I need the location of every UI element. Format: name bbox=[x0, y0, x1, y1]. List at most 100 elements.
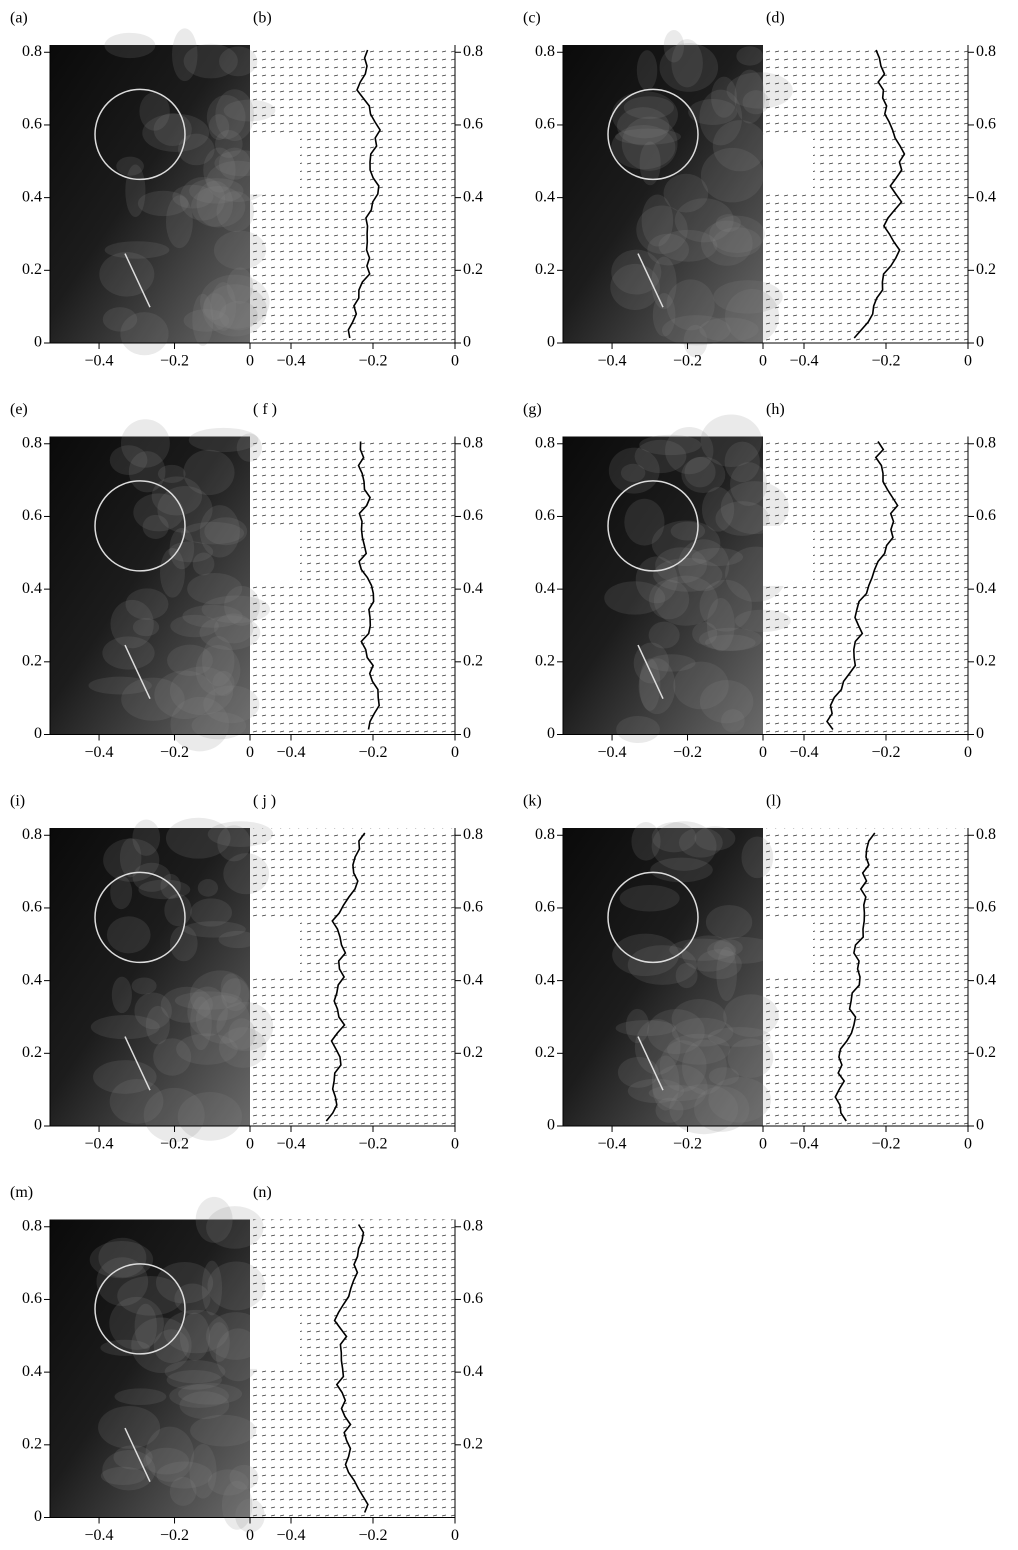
dye-patch bbox=[712, 227, 762, 258]
dye-patch bbox=[667, 1033, 731, 1065]
marker-circle bbox=[94, 871, 186, 964]
dye-patch bbox=[708, 1077, 772, 1123]
dye-patch bbox=[665, 426, 714, 475]
dye-patch bbox=[736, 46, 764, 66]
dye-patch bbox=[188, 427, 259, 453]
dye-patch bbox=[203, 293, 227, 321]
dye-patch bbox=[153, 1038, 192, 1076]
dye-patch bbox=[103, 838, 160, 882]
dye-patch bbox=[131, 977, 157, 995]
blank-area bbox=[763, 917, 813, 978]
x-tick-label: 0 bbox=[246, 744, 254, 761]
dye-patch bbox=[663, 29, 685, 63]
x-tick-label: −0.4 bbox=[789, 744, 818, 761]
x-tick-label: 0 bbox=[964, 353, 972, 370]
marker-circle bbox=[607, 480, 699, 572]
dye-patch bbox=[195, 645, 241, 696]
dye-patch bbox=[612, 933, 679, 977]
dye-patch bbox=[711, 76, 737, 118]
contour bbox=[853, 49, 906, 339]
y-tick-label: 0.4 bbox=[976, 188, 996, 205]
x-tick-label: −0.4 bbox=[85, 353, 114, 370]
panel-label: ( j ) bbox=[253, 793, 276, 810]
y-tick-label: 0.6 bbox=[22, 899, 42, 916]
dye-patch bbox=[226, 267, 253, 304]
y-tick-label: 0.6 bbox=[463, 899, 483, 916]
y-tick-label: 0.8 bbox=[976, 43, 996, 60]
dye-patch bbox=[625, 1008, 650, 1044]
y-tick-label: 0.4 bbox=[463, 580, 483, 597]
panel-label: (l) bbox=[766, 793, 781, 810]
x-tick-label: −0.2 bbox=[160, 1527, 189, 1544]
x-tick-label: 0 bbox=[451, 744, 459, 761]
y-tick-label: 0.4 bbox=[463, 1363, 483, 1380]
y-tick-label: 0.2 bbox=[22, 261, 42, 278]
dye-patch bbox=[201, 636, 235, 687]
contour bbox=[826, 441, 899, 730]
marker-circle bbox=[607, 871, 699, 964]
blank-area bbox=[250, 1308, 300, 1369]
dye-patch bbox=[688, 98, 738, 126]
marker-arrow bbox=[637, 253, 664, 308]
dye-patch bbox=[104, 241, 170, 259]
dye-patch bbox=[691, 547, 744, 567]
dye-patch bbox=[104, 32, 156, 59]
dye-patch bbox=[170, 696, 230, 752]
y-tick-label: 0.8 bbox=[463, 43, 483, 60]
dye-patch bbox=[166, 1369, 222, 1390]
dye-patch bbox=[179, 177, 226, 221]
y-tick-label: 0.8 bbox=[976, 434, 996, 451]
dye-patch bbox=[681, 1039, 727, 1095]
y-tick-label: 0 bbox=[34, 1117, 42, 1134]
dye-patch bbox=[652, 293, 676, 337]
contour bbox=[333, 1224, 369, 1513]
dye-patch bbox=[636, 50, 658, 91]
dye-patch bbox=[157, 486, 213, 533]
dye-patch bbox=[666, 279, 715, 331]
photo bbox=[563, 828, 763, 1126]
dye-patch bbox=[169, 527, 195, 570]
panel-label: (n) bbox=[253, 1184, 272, 1201]
photo bbox=[563, 45, 763, 343]
dye-patch bbox=[699, 680, 754, 724]
dye-patch bbox=[169, 666, 234, 716]
dye-patch bbox=[191, 711, 247, 740]
dye-patch bbox=[619, 884, 680, 912]
dye-patch bbox=[134, 1303, 157, 1350]
dye-patch bbox=[639, 658, 661, 711]
dye-patch bbox=[143, 1087, 205, 1143]
dye-patch bbox=[102, 307, 138, 332]
dye-patch bbox=[647, 1009, 705, 1055]
dye-patch bbox=[663, 173, 709, 213]
dye-patch bbox=[652, 1064, 708, 1111]
dye-patch bbox=[172, 184, 214, 209]
x-tick-label: −0.4 bbox=[85, 1527, 114, 1544]
dye-patch bbox=[110, 875, 133, 910]
y-tick-label: 0.2 bbox=[463, 1044, 483, 1061]
dye-patch bbox=[121, 677, 185, 721]
dye-patch bbox=[678, 539, 730, 592]
dye-patch bbox=[120, 312, 169, 356]
marker-circle bbox=[94, 1263, 186, 1355]
photo bbox=[50, 436, 250, 735]
dye-patch bbox=[160, 986, 213, 1023]
dye-patch bbox=[100, 1339, 150, 1356]
contour bbox=[357, 441, 381, 730]
y-tick-label: 0 bbox=[976, 725, 984, 742]
dye-patch bbox=[721, 709, 745, 733]
y-tick-label: 0.2 bbox=[976, 652, 996, 669]
dye-patch bbox=[100, 1466, 146, 1486]
x-tick-label: 0 bbox=[759, 353, 767, 370]
x-tick-label: 0 bbox=[246, 353, 254, 370]
dye-patch bbox=[724, 441, 760, 483]
y-tick-label: 0.4 bbox=[22, 1363, 42, 1380]
x-tick-label: −0.2 bbox=[160, 744, 189, 761]
dye-patch bbox=[128, 451, 166, 493]
dye-patch bbox=[132, 618, 160, 637]
panel-label: ( f ) bbox=[253, 401, 277, 418]
dye-patch bbox=[215, 89, 255, 141]
dye-patch bbox=[196, 180, 234, 227]
dye-patch bbox=[651, 520, 721, 567]
dye-patch bbox=[620, 463, 646, 483]
y-tick-label: 0.6 bbox=[463, 1290, 483, 1307]
